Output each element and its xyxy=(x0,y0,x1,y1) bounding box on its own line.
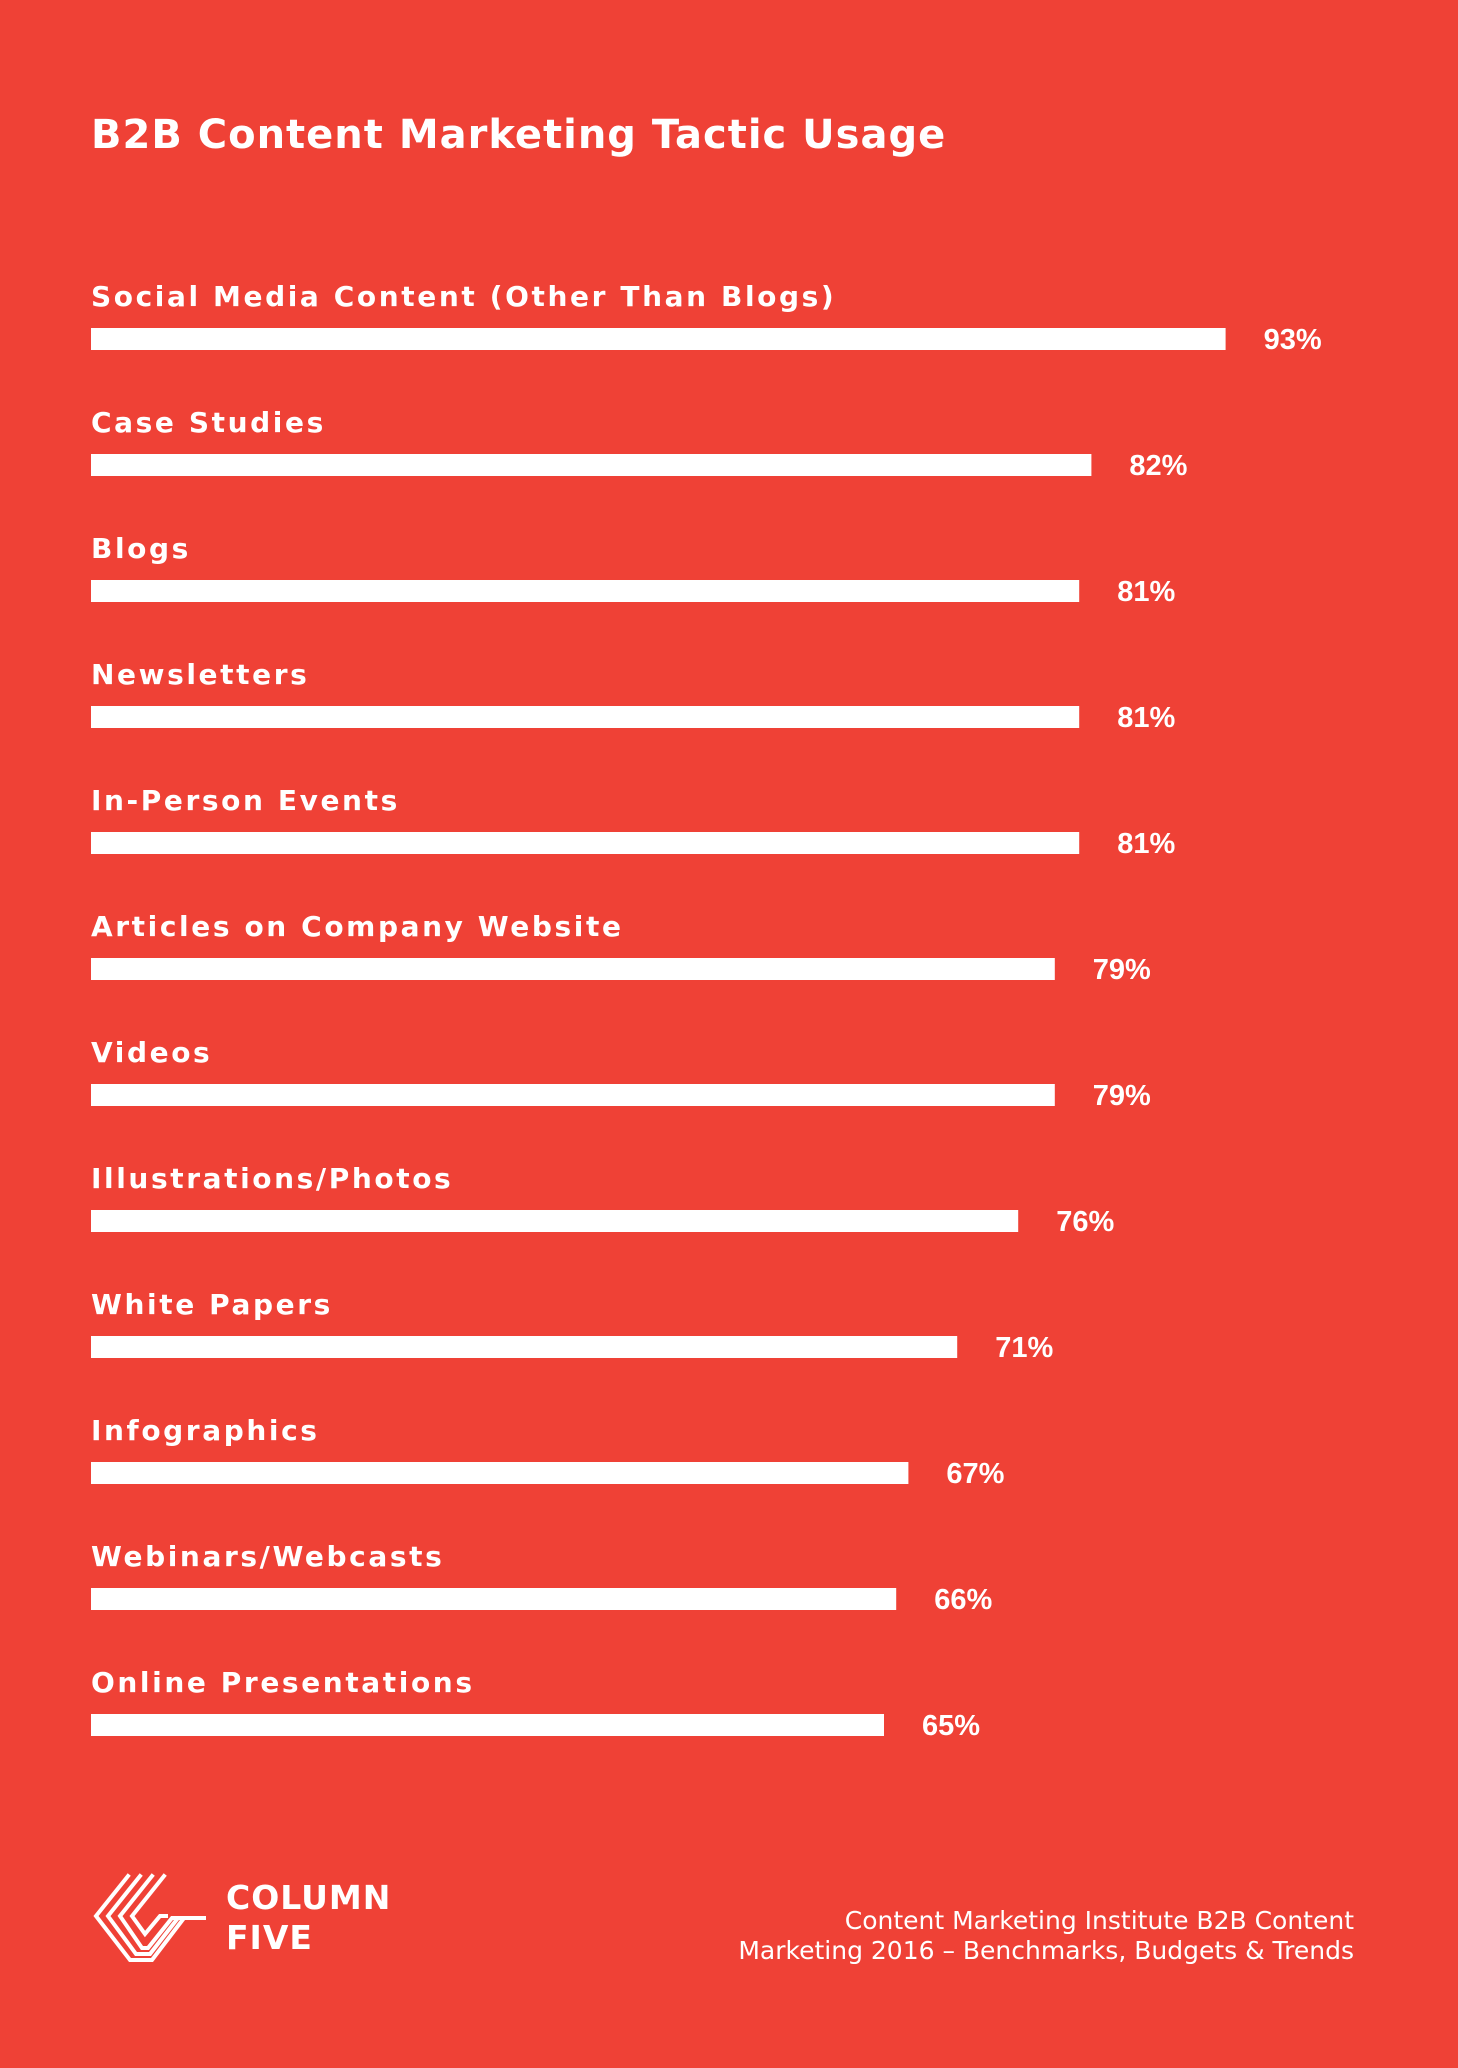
category-label: Webinars/Webcasts xyxy=(91,1540,444,1573)
category-label: Newsletters xyxy=(91,658,309,691)
logo-line-2: FIVE xyxy=(226,1918,313,1957)
bar-chart: Social Media Content (Other Than Blogs) 9… xyxy=(91,280,1322,1742)
bar xyxy=(91,958,1055,980)
category-label: Case Studies xyxy=(91,406,326,439)
bar-row: Social Media Content (Other Than Blogs) 9… xyxy=(91,280,1322,356)
bar-row: Videos 79% xyxy=(91,1036,1151,1112)
bar-row: Blogs 81% xyxy=(91,532,1175,608)
bar-row: White Papers 71% xyxy=(91,1288,1053,1364)
bar xyxy=(91,706,1080,728)
source-line-2: Marketing 2016 – Benchmarks, Budgets & T… xyxy=(738,1936,1354,1965)
bar-row: Online Presentations 65% xyxy=(91,1666,980,1742)
bar xyxy=(91,1588,897,1610)
source-line-1: Content Marketing Institute B2B Content xyxy=(844,1906,1354,1935)
value-label: 79% xyxy=(1093,954,1151,986)
category-label: Videos xyxy=(91,1036,212,1069)
bar xyxy=(91,832,1080,854)
value-label: 76% xyxy=(1056,1206,1114,1238)
bar xyxy=(91,328,1226,350)
category-label: In-Person Events xyxy=(91,784,400,817)
source-citation: Content Marketing Institute B2B Content … xyxy=(738,1906,1354,1966)
bar-row: Infographics 67% xyxy=(91,1414,1005,1490)
logo-line-1: COLUMN xyxy=(226,1878,392,1917)
category-label: White Papers xyxy=(91,1288,333,1321)
bar-row: Webinars/Webcasts 66% xyxy=(91,1540,992,1616)
logo-wordmark: COLUMN FIVE xyxy=(226,1878,391,1958)
category-label: Infographics xyxy=(91,1414,320,1447)
value-label: 65% xyxy=(922,1710,980,1742)
bar xyxy=(91,580,1080,602)
value-label: 71% xyxy=(995,1332,1053,1364)
category-label: Social Media Content (Other Than Blogs) xyxy=(91,280,836,313)
bar-row: Articles on Company Website 79% xyxy=(91,910,1151,986)
bar xyxy=(91,1210,1019,1232)
value-label: 81% xyxy=(1117,828,1175,860)
value-label: 66% xyxy=(934,1584,992,1616)
chart-title: B2B Content Marketing Tactic Usage xyxy=(91,112,947,158)
category-label: Articles on Company Website xyxy=(91,910,624,943)
bar xyxy=(91,1336,958,1358)
bar xyxy=(91,454,1092,476)
value-label: 81% xyxy=(1117,702,1175,734)
bar xyxy=(91,1714,884,1736)
column-five-logo-icon xyxy=(93,1873,206,1962)
column-five-logo: COLUMN FIVE xyxy=(90,1870,391,1966)
bar-row: Newsletters 81% xyxy=(91,658,1175,734)
category-label: Online Presentations xyxy=(91,1666,475,1699)
bar-row: Case Studies 82% xyxy=(91,406,1188,482)
category-label: Illustrations/Photos xyxy=(91,1162,453,1195)
bar-row: In-Person Events 81% xyxy=(91,784,1175,860)
bar xyxy=(91,1462,909,1484)
bar xyxy=(91,1084,1055,1106)
value-label: 82% xyxy=(1129,450,1187,482)
value-label: 93% xyxy=(1264,324,1322,356)
value-label: 79% xyxy=(1093,1080,1151,1112)
bar-row: Illustrations/Photos 76% xyxy=(91,1162,1114,1238)
value-label: 67% xyxy=(946,1458,1004,1490)
category-label: Blogs xyxy=(91,532,191,565)
value-label: 81% xyxy=(1117,576,1175,608)
